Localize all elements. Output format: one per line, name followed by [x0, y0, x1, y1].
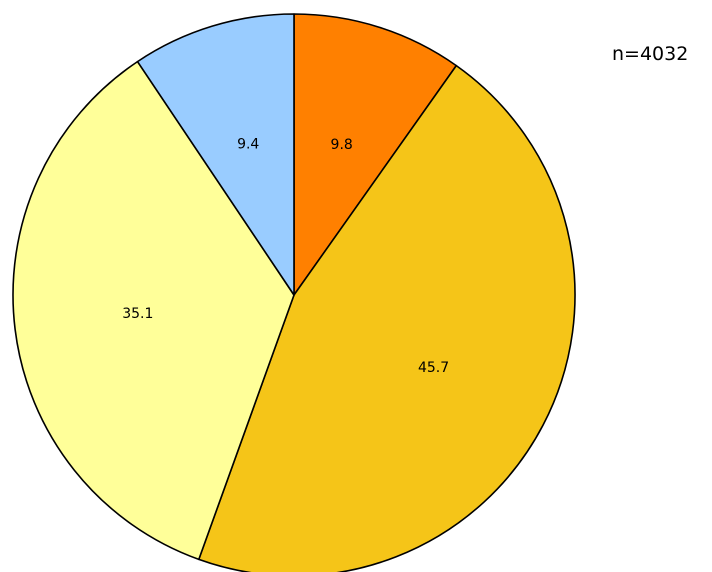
- slice-label: 9.4: [237, 136, 259, 152]
- pie-slices: [12, 13, 576, 572]
- slice-orange: [293, 13, 458, 296]
- slice-gold: [198, 64, 576, 572]
- pie-slice-labels: 9.8 45.7 35.1 9.4: [122, 136, 449, 375]
- slice-label: 9.8: [331, 137, 353, 153]
- slice-light-yellow: [12, 60, 295, 561]
- slice-label: 45.7: [418, 360, 449, 376]
- sample-size-annotation: n=4032: [612, 43, 689, 65]
- slice-light-blue: [136, 13, 295, 296]
- slice-label: 35.1: [122, 306, 153, 322]
